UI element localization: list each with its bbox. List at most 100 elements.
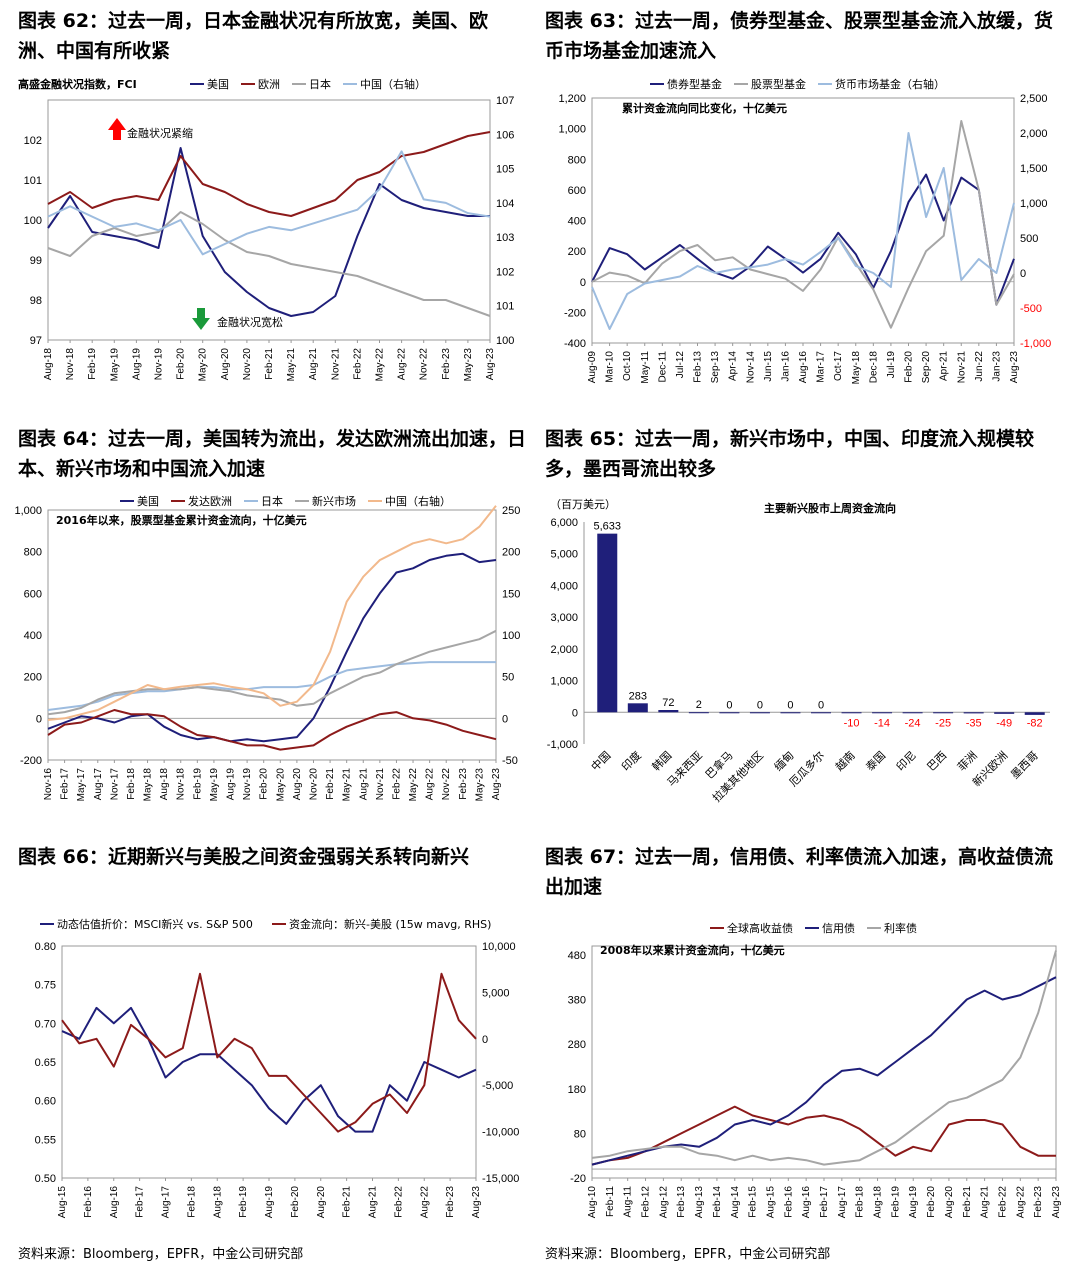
x-tick-label: Oct-10 <box>622 351 633 381</box>
y-tick-label: 6,000 <box>550 517 578 529</box>
x-tick-label: Feb-23 <box>445 1186 456 1218</box>
x-tick-label: Aug-15 <box>765 1186 776 1219</box>
y2-tick-label: 0 <box>1020 268 1026 280</box>
category-label-9: 泰国 <box>863 748 888 773</box>
y-tick-label: 1,200 <box>558 93 586 105</box>
bar-value-label-11: -25 <box>935 717 951 729</box>
y2-tick-label: 100 <box>496 335 514 347</box>
x-tick-label: Feb-13 <box>676 1186 687 1218</box>
x-tick-label: Nov-18 <box>176 768 187 801</box>
x-tick-label: Nov-22 <box>419 348 430 381</box>
series-line-2 <box>591 132 1015 330</box>
bar-2 <box>658 710 679 713</box>
y2-tick-label: -50 <box>502 755 518 767</box>
legend-label-1: 信用债 <box>822 921 855 935</box>
x-tick-label: Jul-19 <box>886 351 897 379</box>
unit-label: （百万美元） <box>550 498 616 511</box>
series-line-1 <box>47 131 491 217</box>
x-tick-label: Aug-22 <box>397 348 408 381</box>
title-c62: 图表 62：过去一周，日本金融状况有所放宽，美国、欧洲、中国有所收紧 <box>18 10 489 62</box>
series-line-3 <box>47 150 491 256</box>
x-tick-label: Nov-19 <box>242 768 253 801</box>
x-tick-label: Feb-12 <box>641 1186 652 1218</box>
bar-value-label-13: -49 <box>996 717 1012 729</box>
y-tick-label: 400 <box>24 630 42 642</box>
x-tick-label: Feb-19 <box>890 1186 901 1218</box>
y-tick-label: 5,000 <box>550 549 578 561</box>
x-tick-label: Feb-18 <box>855 1186 866 1218</box>
source-note-left: 资料来源：Bloomberg，EPFR，中金公司研究部 <box>18 1247 304 1262</box>
bar-value-label-2: 72 <box>662 697 674 709</box>
series-line-1 <box>591 976 1057 1166</box>
bar-value-label-10: -24 <box>905 717 921 729</box>
y-tick-label: 0.75 <box>35 980 56 992</box>
x-tick-label: Aug-17 <box>161 1186 172 1219</box>
x-tick-label: Aug-12 <box>658 1186 669 1219</box>
legend-label-4: 中国（右轴） <box>385 494 451 508</box>
x-tick-label: Aug-09 <box>587 351 598 384</box>
category-label-10: 印尼 <box>894 749 919 774</box>
y-tick-label: -200 <box>20 755 42 767</box>
chart-62: 97 98 99 100 101 102 100 101 102 103 104 105 106 107 A… <box>18 77 514 381</box>
bar-1 <box>627 703 648 713</box>
legend-label-2: 日本 <box>261 494 283 508</box>
x-tick-label: Nov-20 <box>308 768 319 801</box>
x-tick-label: Feb-22 <box>997 1186 1008 1218</box>
y-tick-label: 1,000 <box>558 124 586 136</box>
y2-tick-label: 107 <box>496 95 514 107</box>
x-tick-label: Nov-18 <box>65 348 76 381</box>
x-tick-label: Aug-23 <box>485 348 496 381</box>
bar-value-label-8: -10 <box>844 717 860 729</box>
bar-value-label-5: 0 <box>757 699 763 711</box>
y2-tick-label: 5,000 <box>482 987 510 999</box>
x-tick-label: May-23 <box>474 768 485 802</box>
x-tick-label: Aug-23 <box>1009 351 1020 384</box>
x-tick-label: Aug-19 <box>226 768 237 801</box>
x-tick-label: May-11 <box>640 351 651 384</box>
x-tick-label: May-19 <box>209 768 220 802</box>
category-label-8: 越南 <box>832 748 857 773</box>
x-tick-label: Sep-20 <box>921 351 932 384</box>
category-label-12: 菲洲 <box>955 749 980 774</box>
x-tick-label: Aug-20 <box>316 1186 327 1219</box>
y-tick-label: 100 <box>24 215 42 227</box>
x-tick-label: Nov-21 <box>956 351 967 384</box>
y2-tick-label: 1,500 <box>1020 163 1048 175</box>
title-c64: 图表 64：过去一周，美国转为流出，发达欧洲流出加速，日本、新兴市场和中国流入加… <box>18 428 527 480</box>
chart-66: 0.50 0.55 0.60 0.65 0.70 0.75 0.80 -15,000 -10,0… <box>35 917 520 1219</box>
x-tick-label: May-18 <box>143 768 154 802</box>
x-tick-label: Nov-19 <box>154 348 165 381</box>
x-tick-label: Feb-21 <box>325 768 336 800</box>
y-tick-label: 0.60 <box>35 1096 56 1108</box>
x-tick-label: Feb-23 <box>441 348 452 380</box>
legend-label-0: 美国 <box>207 78 229 91</box>
x-tick-label: Oct-17 <box>833 351 844 381</box>
bar-value-label-12: -35 <box>966 717 982 729</box>
y-tick-label: 98 <box>30 295 42 307</box>
y-tick-label: 97 <box>30 335 42 347</box>
bar-11 <box>933 712 954 714</box>
annotation-tightening: 金融状况紧缩 <box>127 126 193 140</box>
y-tick-label: 200 <box>568 246 586 258</box>
chart-65: （百万美元） 主要新兴股市上周资金流向 -1,000 0 1,000 2,000 3,000… <box>547 498 1050 805</box>
x-tick-label: Aug-18 <box>873 1186 884 1219</box>
bar-10 <box>902 712 923 714</box>
bar-value-label-6: 0 <box>787 699 793 711</box>
legend-label-0: 债券型基金 <box>667 77 722 91</box>
legend-label-1: 欧洲 <box>258 78 280 91</box>
legend-label-1: 发达欧洲 <box>188 494 232 508</box>
x-tick-label: Aug-13 <box>694 1186 705 1219</box>
series-line-1 <box>47 709 497 751</box>
x-tick-label: Aug-22 <box>419 1186 430 1219</box>
x-tick-label: Aug-23 <box>471 1186 482 1219</box>
y-tick-label: 0 <box>580 277 586 289</box>
y2-tick-label: 200 <box>502 547 520 559</box>
x-tick-label: Feb-19 <box>192 768 203 800</box>
x-tick-label: Aug-18 <box>159 768 170 801</box>
y2-tick-label: -15,000 <box>482 1173 519 1185</box>
legend-label-2: 日本 <box>309 77 331 91</box>
title-c67: 图表 67：过去一周，信用债、利率债流入加速，高收益债流出加速 <box>545 846 1054 898</box>
x-tick-label: Feb-20 <box>259 768 270 800</box>
y2-tick-label: 10,000 <box>482 941 516 953</box>
x-tick-label: May-22 <box>408 768 419 802</box>
